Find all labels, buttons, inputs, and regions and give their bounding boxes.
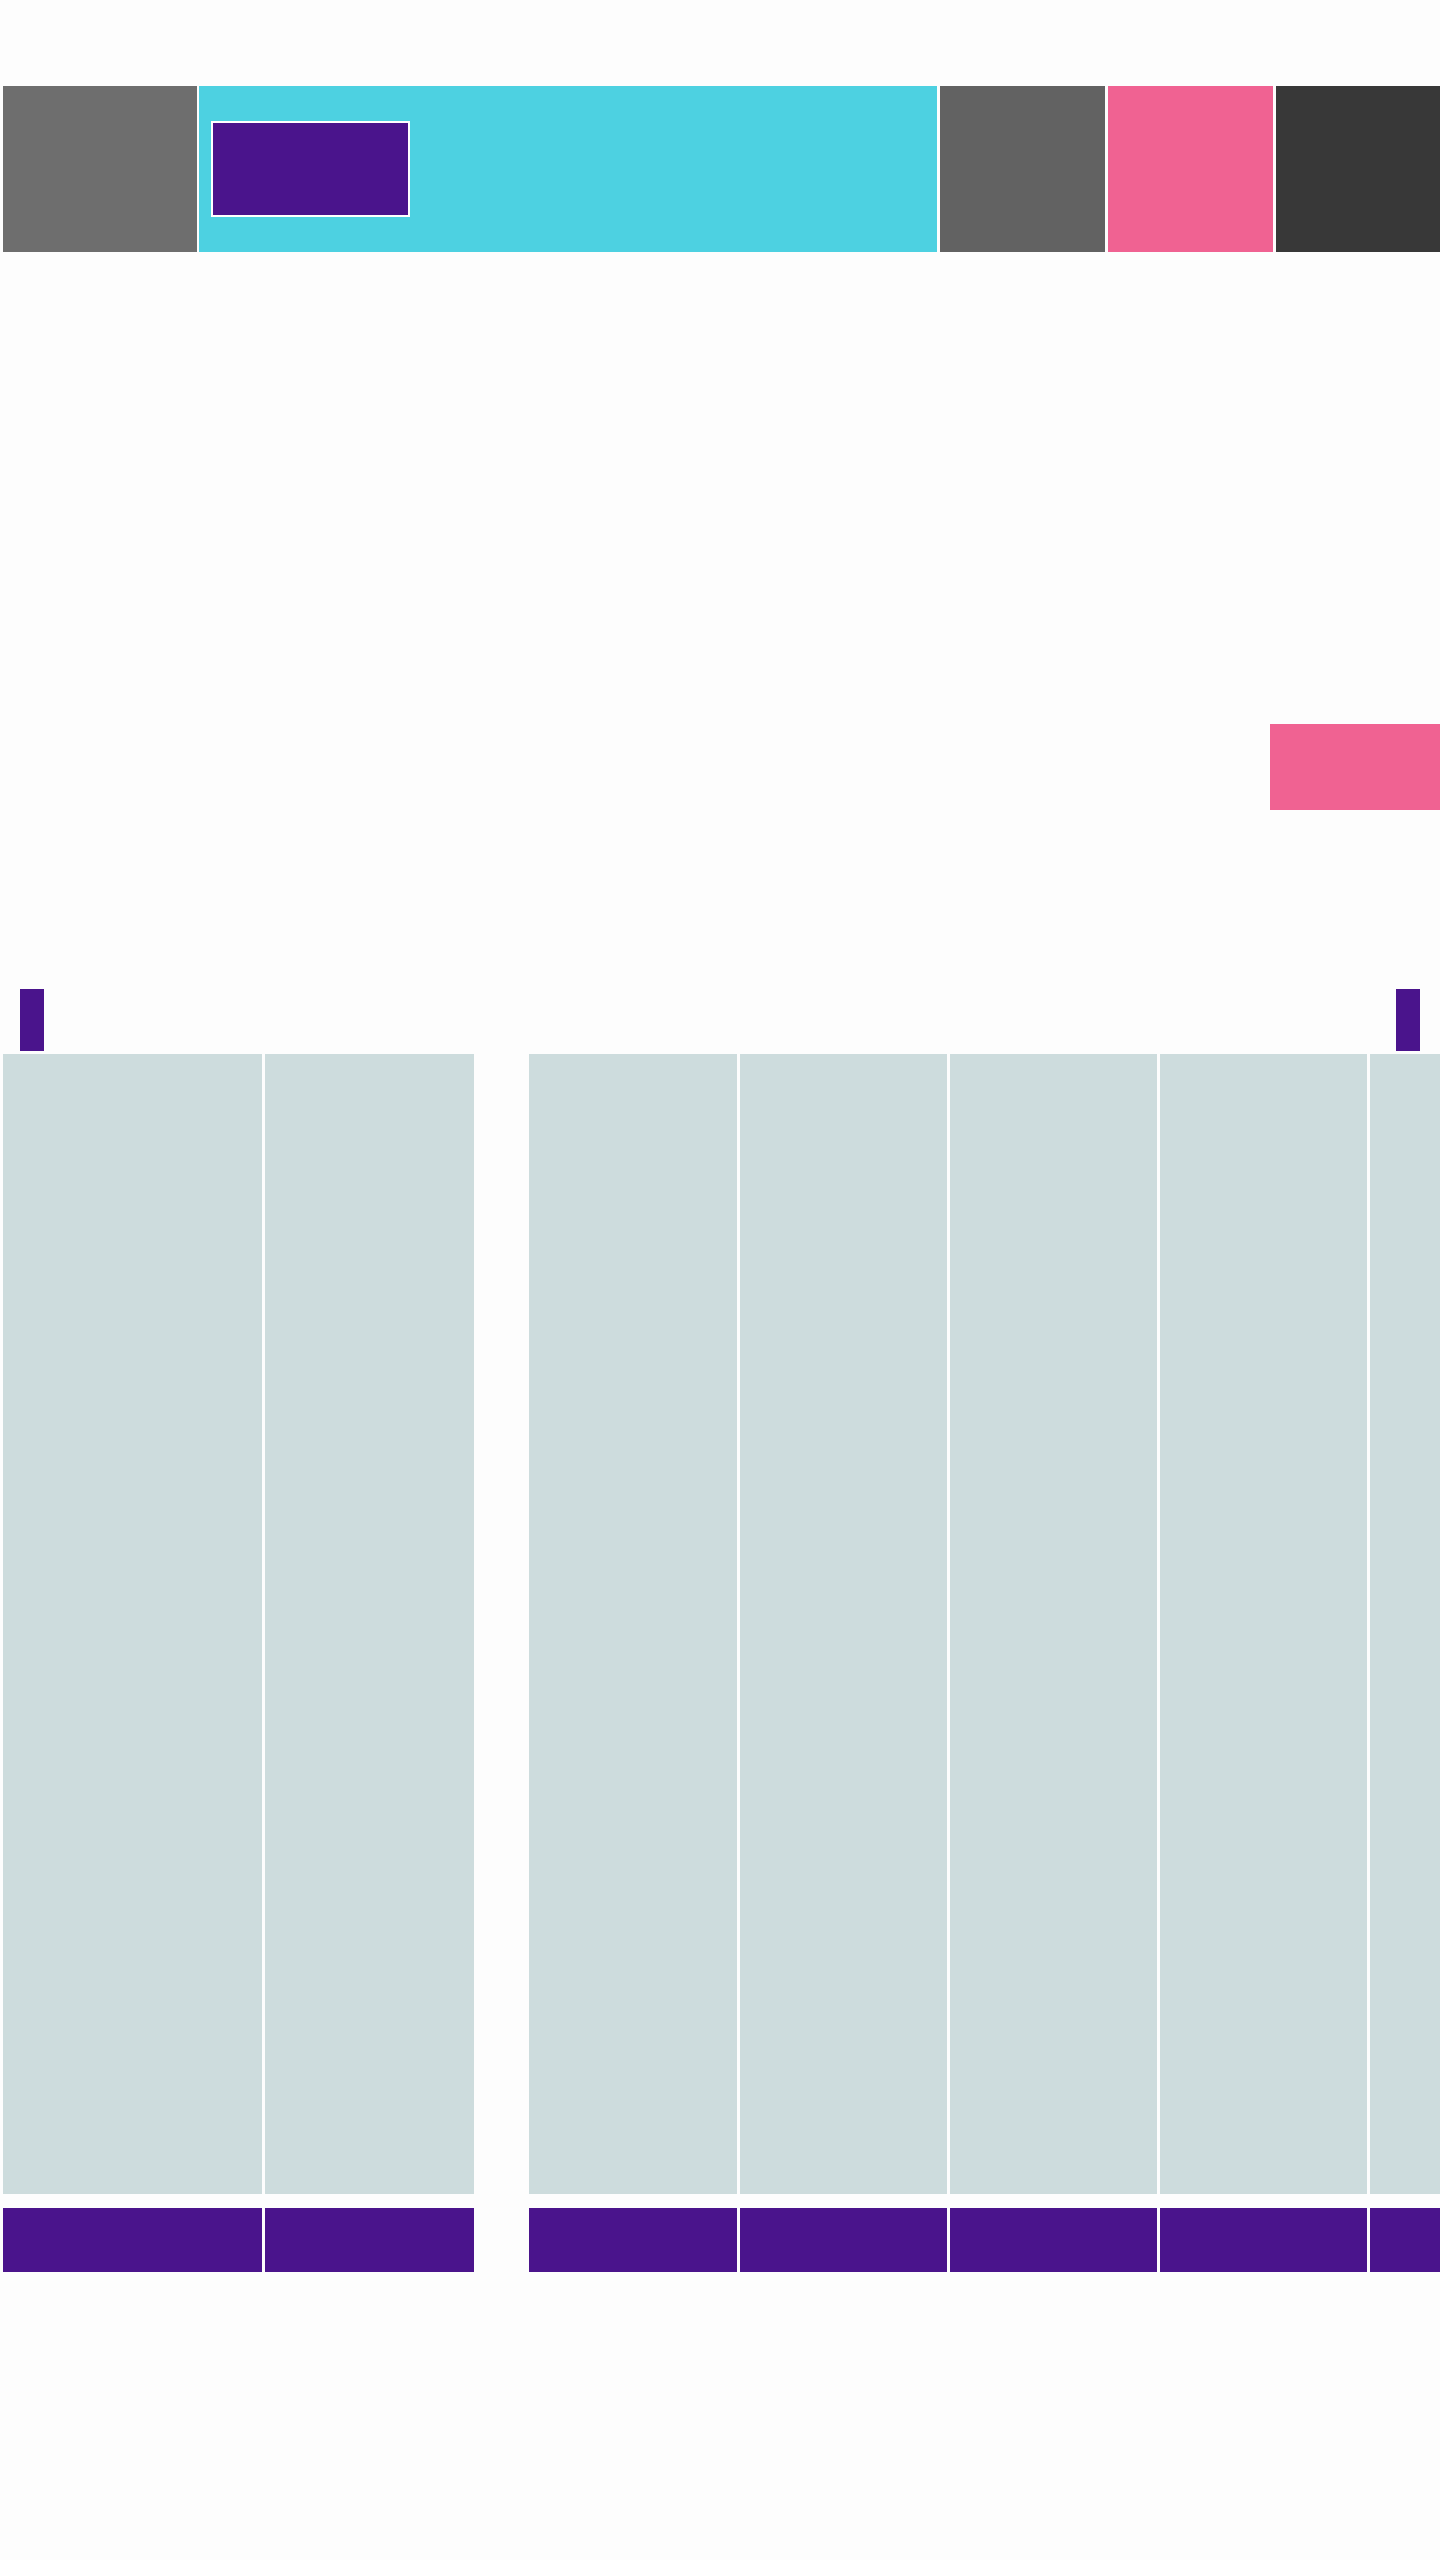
scroll-marker-left[interactable] (20, 989, 44, 1051)
scroll-marker-right[interactable] (1396, 989, 1420, 1051)
column-footer-button-4[interactable] (740, 2208, 947, 2272)
column-footer-button-7[interactable] (1370, 2208, 1440, 2272)
column-panel-5 (950, 1054, 1157, 2194)
nav-tile-4[interactable] (1276, 86, 1440, 252)
column-panel-6 (1160, 1054, 1367, 2194)
pink-action-button[interactable] (1270, 724, 1440, 810)
column-panel-4 (740, 1054, 947, 2194)
column-footer-button-3[interactable] (529, 2208, 737, 2272)
column-footer-button-1[interactable] (3, 2208, 262, 2272)
hero-button[interactable] (211, 121, 410, 217)
nav-tile-2[interactable] (940, 86, 1105, 252)
nav-tile-1[interactable] (3, 86, 197, 252)
column-panel-1 (3, 1054, 262, 2194)
column-panel-2 (265, 1054, 474, 2194)
column-panel-7 (1370, 1054, 1440, 2194)
column-footer-button-2[interactable] (265, 2208, 474, 2272)
column-panel-3 (529, 1054, 737, 2194)
nav-tile-3[interactable] (1108, 86, 1273, 252)
column-footer-button-5[interactable] (950, 2208, 1157, 2272)
column-footer-button-6[interactable] (1160, 2208, 1367, 2272)
